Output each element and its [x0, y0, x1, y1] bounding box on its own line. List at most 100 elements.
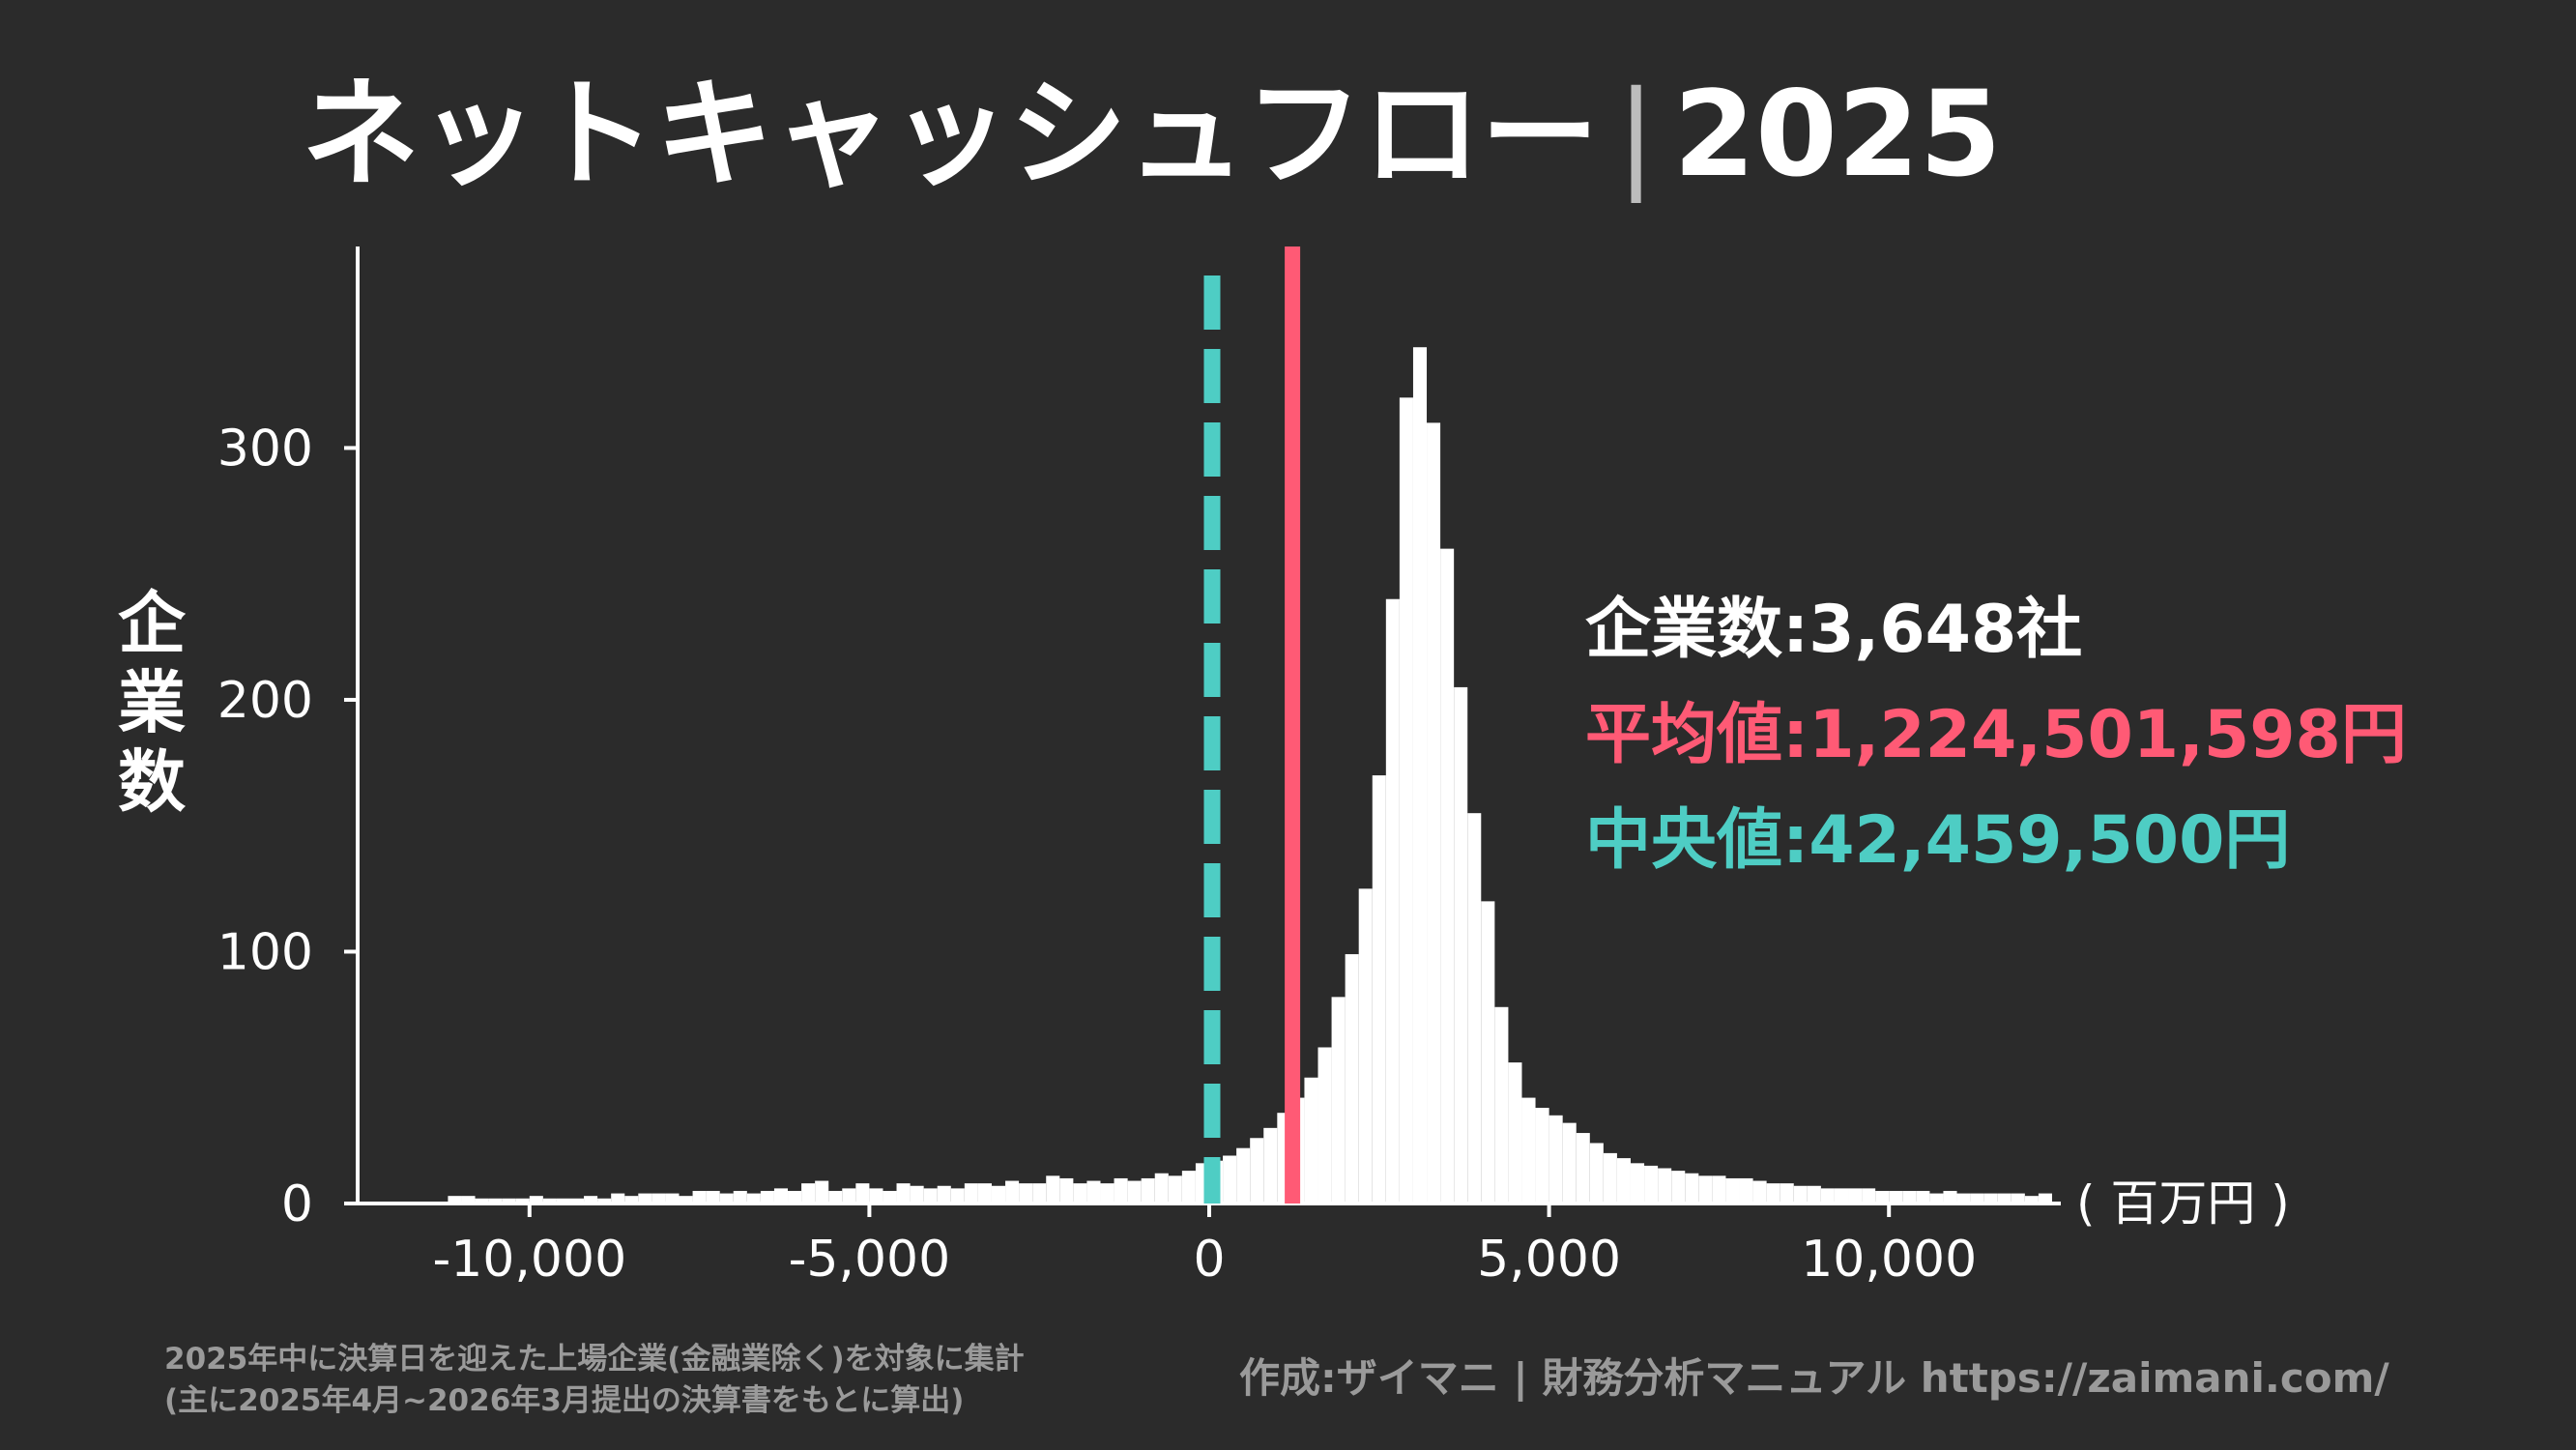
histogram-bar: [1141, 1177, 1155, 1204]
histogram-bar: [1399, 397, 1413, 1204]
histogram-bar: [1154, 1173, 1169, 1204]
histogram-bar: [611, 1193, 625, 1204]
histogram-bar: [1168, 1175, 1182, 1204]
histogram-bar: [515, 1198, 530, 1204]
histogram-bar: [1086, 1180, 1101, 1204]
y-tick-label: 100: [217, 923, 313, 981]
histogram-bar: [1970, 1193, 1984, 1204]
histogram-bar: [624, 1196, 639, 1204]
histogram-bar: [773, 1188, 789, 1204]
histogram-bar: [855, 1183, 870, 1204]
histogram-bar: [597, 1198, 612, 1204]
histogram-bar: [923, 1188, 938, 1204]
histogram-bar: [1630, 1163, 1645, 1204]
histogram-bar: [1712, 1175, 1726, 1204]
histogram-bar: [1372, 775, 1386, 1204]
stat-mean: 平均値:1,224,501,598円: [1585, 683, 2407, 789]
y-axis-label: 企業数: [108, 584, 195, 823]
histogram-bar: [1793, 1185, 1808, 1204]
histogram-bar: [1412, 347, 1428, 1204]
histogram-bar: [977, 1183, 992, 1204]
y-axis-label-char: 業: [118, 662, 186, 742]
histogram-bar: [964, 1183, 978, 1204]
histogram-bar: [475, 1198, 489, 1204]
x-tick-label: 5,000: [1477, 1231, 1621, 1289]
chart-title: ネットキャッシュフロー | 2025: [302, 75, 2002, 193]
histogram-bar: [1820, 1188, 1835, 1204]
histogram-bar: [896, 1183, 911, 1204]
histogram-bar: [1589, 1143, 1604, 1204]
histogram-bar: [2024, 1196, 2039, 1204]
title-main: ネットキャッシュフロー: [302, 66, 1599, 203]
histogram-bar: [1263, 1127, 1278, 1204]
histogram-bar: [869, 1188, 883, 1204]
histogram-bar: [1603, 1152, 1617, 1204]
histogram-bar: [937, 1185, 951, 1204]
stat-count-label: 企業数:: [1585, 592, 1809, 668]
histogram-bar: [1834, 1188, 1849, 1204]
histogram-bar: [788, 1190, 802, 1204]
histogram-bar: [1454, 686, 1468, 1204]
histogram-bar: [842, 1188, 856, 1204]
histogram-bar: [1358, 888, 1373, 1204]
stat-mean-label: 平均値:: [1585, 696, 1809, 773]
histogram-bar: [883, 1190, 897, 1204]
footnote: 2025年中に決算日を迎えた上場企業(金融業除く)を対象に集計 (主に2025年…: [164, 1339, 1025, 1423]
histogram-bar: [461, 1196, 476, 1204]
histogram-bar: [1644, 1165, 1659, 1204]
histogram-bar: [1562, 1122, 1577, 1204]
footnote-line-1: 2025年中に決算日を迎えた上場企業(金融業除く)を対象に集計: [164, 1342, 1025, 1377]
histogram-bar: [1508, 1062, 1522, 1204]
stat-count: 企業数:3,648社: [1585, 578, 2407, 683]
histogram-bar: [1997, 1193, 2012, 1204]
x-tick-label: 0: [1193, 1231, 1225, 1289]
histogram-bar: [2011, 1193, 2025, 1204]
histogram-bar: [651, 1193, 666, 1204]
histogram-bar: [1752, 1180, 1767, 1204]
stat-mean-value: 1,224,501,598円: [1809, 696, 2407, 773]
histogram-bar: [529, 1196, 543, 1204]
y-tick-label: 200: [217, 672, 313, 730]
y-axis-label-char: 数: [118, 741, 186, 822]
stat-count-value: 3,648社: [1809, 592, 2083, 668]
x-axis-unit: ( 百万円 ): [2076, 1175, 2290, 1232]
histogram-bar: [1943, 1190, 1957, 1204]
histogram-bar: [1236, 1147, 1251, 1204]
histogram-bar: [679, 1196, 693, 1204]
stat-median-label: 中央値:: [1585, 801, 1809, 879]
histogram-bar: [638, 1193, 652, 1204]
histogram-bar: [1616, 1158, 1631, 1204]
histogram-bar: [1685, 1173, 1699, 1204]
histogram-bar: [1181, 1171, 1196, 1204]
histogram-bar: [1114, 1177, 1128, 1204]
x-tick-label: 10,000: [1801, 1231, 1977, 1289]
histogram-bar: [1725, 1177, 1740, 1204]
histogram-bar: [1046, 1175, 1060, 1204]
histogram-bar: [556, 1198, 570, 1204]
histogram-bar: [1250, 1138, 1264, 1204]
stat-median: 中央値:42,459,500円: [1585, 789, 2407, 894]
histogram-bar: [1073, 1183, 1087, 1204]
histogram-bar: [1848, 1188, 1863, 1204]
histogram-bar: [910, 1185, 924, 1204]
histogram-bar: [1671, 1171, 1686, 1204]
histogram-bar: [448, 1196, 462, 1204]
histogram-bar: [1059, 1177, 1074, 1204]
histogram-bar: [719, 1193, 734, 1204]
histogram-bar: [1467, 813, 1482, 1204]
histogram-bar: [1005, 1180, 1020, 1204]
histogram-bar: [1956, 1193, 1971, 1204]
x-tick-label: -5,000: [789, 1231, 951, 1289]
x-tick-label: -10,000: [432, 1231, 626, 1289]
y-tick-label: 0: [281, 1175, 313, 1233]
histogram-bar: [1807, 1185, 1821, 1204]
histogram-bar: [569, 1198, 585, 1204]
histogram-bar: [828, 1190, 843, 1204]
histogram-bar: [1766, 1183, 1780, 1204]
histogram-bar: [1548, 1115, 1563, 1204]
histogram-bar: [1331, 997, 1346, 1204]
histogram-bar: [1494, 1006, 1509, 1204]
histogram-bar: [1902, 1190, 1917, 1204]
histogram-bar: [1127, 1180, 1142, 1204]
